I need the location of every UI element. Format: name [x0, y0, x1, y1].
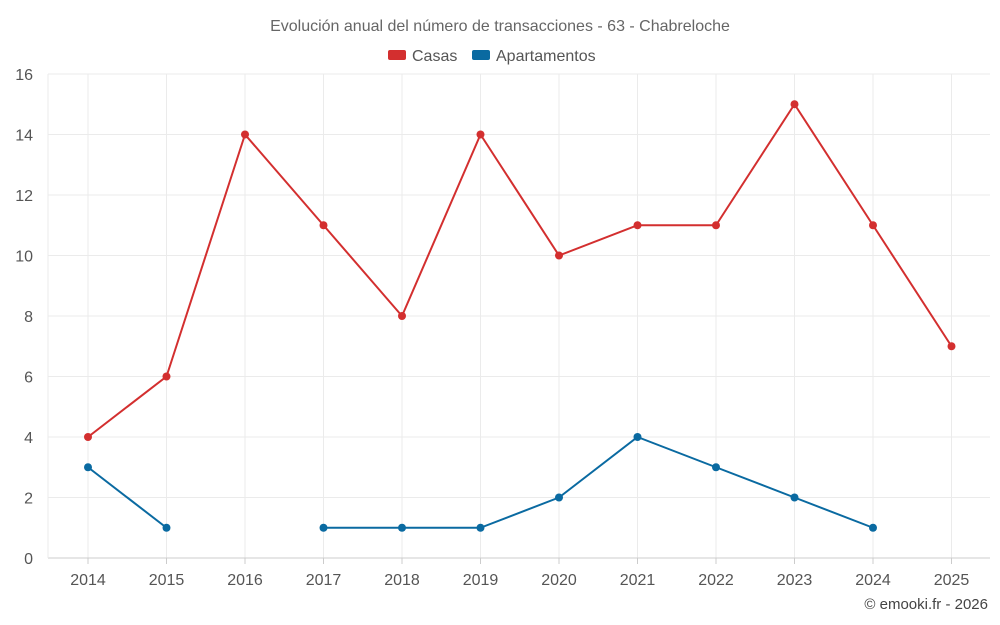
- x-tick-label: 2025: [934, 572, 970, 589]
- y-tick-label: 4: [24, 430, 33, 447]
- data-point[interactable]: [398, 312, 406, 320]
- x-tick-label: 2023: [777, 572, 813, 589]
- y-tick-label: 16: [15, 67, 33, 84]
- series-line: [87, 466, 168, 529]
- data-point[interactable]: [319, 523, 328, 532]
- y-tick-label: 6: [24, 370, 33, 387]
- data-point[interactable]: [947, 342, 956, 351]
- x-tick-label: 2021: [620, 572, 656, 589]
- data-point[interactable]: [84, 433, 92, 441]
- x-tick-label: 2017: [306, 572, 342, 589]
- y-tick-label: 0: [24, 551, 33, 568]
- data-point[interactable]: [712, 221, 720, 230]
- series-line: [87, 103, 953, 438]
- data-point[interactable]: [398, 523, 406, 532]
- data-point[interactable]: [869, 221, 877, 230]
- data-point[interactable]: [790, 493, 799, 502]
- x-tick-label: 2020: [541, 572, 577, 589]
- y-tick-label: 12: [15, 188, 33, 205]
- data-point[interactable]: [712, 463, 720, 472]
- series-apartamentos: [84, 433, 877, 532]
- data-point[interactable]: [790, 100, 799, 109]
- legend: Casas Apartamentos: [388, 48, 596, 65]
- legend-label-apartamentos: Apartamentos: [496, 48, 596, 65]
- series-line: [323, 436, 874, 529]
- x-tick-label: 2019: [463, 572, 499, 589]
- chart-title: Evolución anual del número de transaccio…: [270, 18, 730, 35]
- data-point[interactable]: [555, 251, 563, 260]
- legend-swatch-apartamentos: [472, 50, 490, 60]
- y-tick-label: 10: [15, 249, 33, 266]
- series-casas: [84, 100, 956, 441]
- x-tick-label: 2016: [227, 572, 263, 589]
- legend-label-casas: Casas: [412, 48, 457, 65]
- x-tick-label: 2018: [384, 572, 420, 589]
- data-point[interactable]: [319, 221, 328, 230]
- x-tick-label: 2014: [70, 572, 106, 589]
- legend-swatch-casas: [388, 50, 406, 60]
- x-tick-label: 2022: [698, 572, 734, 589]
- credit-text: © emooki.fr - 2026: [864, 596, 988, 613]
- y-tick-label: 8: [24, 309, 33, 326]
- data-point[interactable]: [633, 221, 642, 230]
- data-point[interactable]: [869, 523, 877, 532]
- data-point[interactable]: [162, 523, 171, 532]
- data-point[interactable]: [555, 493, 563, 502]
- data-point[interactable]: [241, 130, 249, 139]
- x-tick-label: 2015: [149, 572, 185, 589]
- data-point[interactable]: [633, 433, 642, 441]
- y-tick-label: 14: [15, 128, 33, 145]
- data-point[interactable]: [162, 372, 171, 381]
- data-point[interactable]: [476, 130, 485, 139]
- data-point[interactable]: [476, 523, 485, 532]
- data-point[interactable]: [84, 463, 92, 472]
- y-tick-label: 2: [24, 491, 33, 508]
- x-tick-label: 2024: [855, 572, 891, 589]
